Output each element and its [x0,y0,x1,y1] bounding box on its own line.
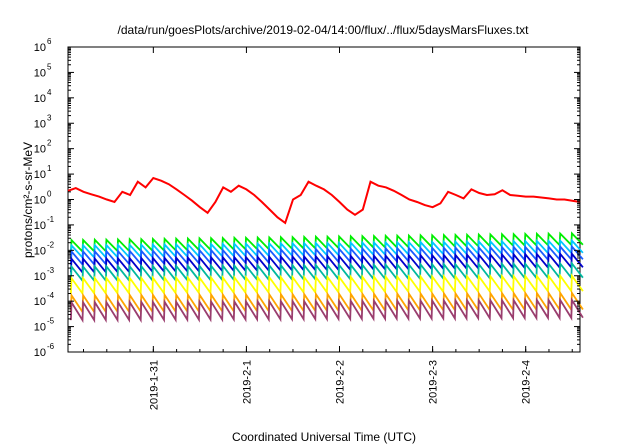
y-tick-label: 10 [34,169,46,181]
x-tick-label: 2019-2-3 [428,360,440,404]
x-tick-label: 2019-1-31 [148,360,160,410]
y-tick-exponent: -3 [47,266,55,275]
y-tick-exponent: 4 [47,88,52,97]
y-tick-exponent: 0 [47,190,52,199]
y-tick-label: 10 [34,118,46,130]
y-tick-label: 10 [34,322,46,334]
y-tick-label: 10 [34,296,46,308]
series-layer [67,176,584,324]
y-axis-label: protons/cm²-s-sr-MeV [21,142,35,258]
y-axis: 10-610-510-410-310-210-11001011021031041… [34,37,580,359]
y-tick-label: 10 [34,42,46,54]
y-tick-label: 10 [34,67,46,79]
chart-title: /data/run/goesPlots/archive/2019-02-04/1… [118,23,530,37]
y-tick-exponent: -6 [47,342,55,351]
y-tick-label: 10 [34,195,46,207]
y-tick-exponent: 1 [47,164,52,173]
y-tick-exponent: 5 [47,62,52,71]
y-tick-label: 10 [34,144,46,156]
y-tick-label: 10 [34,245,46,257]
series-line-7 [70,273,584,297]
series-line-9 [70,297,584,324]
x-axis-label: Coordinated Universal Time (UTC) [232,430,416,444]
plot-area: 10-610-510-410-310-210-11001011021031041… [34,37,584,410]
y-tick-exponent: 2 [47,139,52,148]
x-tick-label: 2019-2-2 [335,360,347,404]
series-line-1 [67,176,581,225]
y-tick-exponent: 3 [47,113,52,122]
x-tick-label: 2019-2-1 [241,360,253,404]
y-tick-exponent: -4 [47,291,55,300]
y-tick-label: 10 [34,271,46,283]
y-tick-exponent: -2 [47,240,55,249]
y-tick-exponent: -1 [47,215,55,224]
y-tick-label: 10 [34,93,46,105]
y-tick-exponent: -5 [47,317,55,326]
x-tick-label: 2019-2-4 [521,360,533,404]
y-tick-exponent: 6 [47,37,52,46]
x-axis: 2019-1-31 2019-2-1 2019-2-2 2019-2-3 2019-2-… [83,47,573,410]
y-tick-label: 10 [34,347,46,359]
y-tick-label: 10 [34,220,46,232]
